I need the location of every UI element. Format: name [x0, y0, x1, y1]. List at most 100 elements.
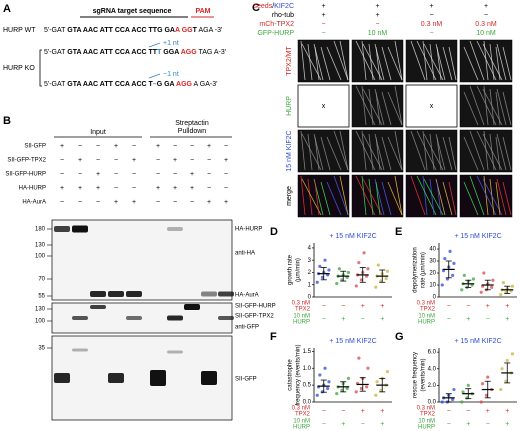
- condition-label: TPX2: [295, 307, 311, 313]
- condition-label-part: GFP-HURP: [257, 30, 294, 37]
- sequence-segment: A GA-3': [192, 81, 217, 88]
- kymograph-track: [416, 175, 437, 216]
- kymograph-track: [463, 136, 479, 171]
- y-tick-label: 0.0: [303, 400, 312, 406]
- kymograph-track: [423, 43, 444, 81]
- data-point: [327, 380, 331, 384]
- kymograph-track: [381, 136, 392, 171]
- sequence-segment: TAG A-3': [197, 49, 226, 56]
- data-point: [366, 267, 370, 271]
- condition-sign: +: [78, 157, 82, 164]
- kymograph-track: [368, 133, 374, 171]
- panel-letter: G: [395, 331, 404, 343]
- band: [72, 316, 88, 320]
- condition-sign: +: [156, 143, 160, 150]
- y-tick-label: 0.0: [428, 400, 437, 406]
- data-point: [362, 251, 366, 255]
- condition-label-part: mCh-TPX2: [259, 21, 294, 28]
- kymograph-track: [355, 40, 376, 81]
- sequence: 5'-GAT GTA AAC ATT CCA ACC T–G GA AGG A …: [44, 81, 217, 88]
- condition-value: −: [429, 12, 433, 19]
- kymograph-track: [410, 175, 426, 216]
- kymograph-track: [482, 43, 503, 81]
- band: [201, 371, 217, 385]
- kymograph-track: [489, 88, 495, 126]
- blot-label: SII-GFP: [235, 377, 257, 383]
- band: [150, 370, 166, 386]
- condition-sign: −: [486, 421, 490, 428]
- panel-letter: B: [3, 115, 11, 127]
- y-tick-label: 40: [429, 247, 436, 253]
- kymograph-track: [463, 181, 479, 216]
- condition-sign: +: [486, 408, 490, 415]
- kymograph-track: [355, 175, 376, 216]
- kymograph-track: [502, 46, 512, 81]
- sequence-segment: AGA -3': [197, 27, 222, 34]
- y-tick-label: 20: [429, 271, 436, 277]
- kymograph-track: [496, 43, 507, 81]
- condition-sign: −: [78, 171, 82, 178]
- kymograph-track: [394, 85, 403, 126]
- sequence-segment: GTA AAC ATT CCA ACC T: [67, 81, 153, 88]
- data-point: [384, 276, 388, 281]
- data-point: [340, 388, 344, 392]
- condition-sign: −: [322, 316, 326, 323]
- condition-sign: −: [190, 143, 194, 150]
- brace: [39, 49, 42, 87]
- data-point: [451, 397, 455, 402]
- y-tick-label: 4.0: [428, 366, 437, 372]
- kymograph-track: [482, 133, 503, 171]
- band: [184, 304, 200, 310]
- sequence-segment: GGA: [161, 49, 180, 56]
- condition-sign: −: [207, 185, 211, 192]
- kymograph-track: [442, 181, 453, 216]
- kymograph-track: [361, 85, 367, 126]
- data-point: [452, 387, 456, 392]
- data-point: [510, 284, 515, 288]
- data-point: [359, 278, 364, 282]
- blot-label: HA-AurA: [235, 293, 259, 299]
- data-point: [354, 284, 358, 288]
- condition-value: −: [429, 30, 433, 37]
- chart-title: + 15 nM KIF2C: [329, 233, 376, 240]
- kymograph-track: [394, 130, 403, 171]
- y-axis-label: catastrophe: [288, 359, 294, 391]
- condition-value: 0.3 nM: [475, 21, 497, 28]
- data-point: [345, 386, 349, 391]
- data-point: [359, 386, 364, 391]
- condition-sign: −: [224, 171, 228, 178]
- chart-title: + 15 nM KIF2C: [329, 338, 376, 345]
- row-label: merge: [286, 186, 293, 206]
- group-header: Input: [90, 129, 106, 136]
- kymograph-track: [300, 175, 306, 216]
- kymograph-track: [496, 88, 507, 126]
- band: [90, 291, 106, 297]
- condition-label: 0.3 nM: [292, 301, 310, 307]
- kymograph-track: [476, 40, 497, 81]
- condition-sign: +: [78, 185, 82, 192]
- condition-value: +: [321, 12, 325, 19]
- kymograph-track: [333, 175, 349, 216]
- band: [108, 373, 124, 383]
- condition-sign: −: [447, 303, 451, 310]
- kymograph-track: [489, 43, 495, 81]
- condition-value: −: [321, 30, 325, 37]
- data-point: [357, 261, 361, 265]
- kymograph-track: [375, 91, 381, 126]
- sequence-segment: T: [193, 27, 198, 34]
- condition-sign: −: [224, 185, 228, 192]
- condition-label: 10 nM: [418, 419, 435, 425]
- kymograph-track: [482, 88, 503, 126]
- data-point: [499, 387, 503, 392]
- condition-sign: −: [96, 199, 100, 206]
- data-point: [346, 376, 351, 380]
- data-point: [440, 400, 444, 404]
- kymograph-track: [469, 175, 485, 216]
- condition-label-part: KIF2C: [274, 3, 294, 10]
- panel-letter: F: [270, 331, 277, 343]
- kymograph-track: [381, 46, 392, 81]
- data-point: [484, 393, 489, 397]
- kymograph-track: [320, 181, 331, 216]
- blot-label: SII-GFP-TPX2: [235, 314, 274, 320]
- data-point: [385, 269, 390, 273]
